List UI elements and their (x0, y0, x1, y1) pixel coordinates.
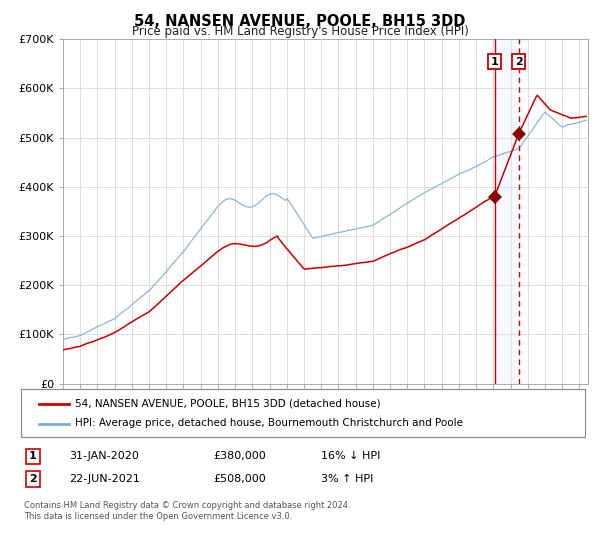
Text: 16% ↓ HPI: 16% ↓ HPI (321, 451, 380, 461)
Text: Contains HM Land Registry data © Crown copyright and database right 2024.
This d: Contains HM Land Registry data © Crown c… (24, 501, 350, 521)
Text: 54, NANSEN AVENUE, POOLE, BH15 3DD: 54, NANSEN AVENUE, POOLE, BH15 3DD (134, 14, 466, 29)
Text: £508,000: £508,000 (213, 474, 266, 484)
Text: 3% ↑ HPI: 3% ↑ HPI (321, 474, 373, 484)
Text: 22-JUN-2021: 22-JUN-2021 (69, 474, 140, 484)
Bar (495, 39, 518, 384)
Text: 31-JAN-2020: 31-JAN-2020 (69, 451, 139, 461)
Text: 1: 1 (491, 57, 499, 67)
Text: £380,000: £380,000 (213, 451, 266, 461)
Text: 2: 2 (29, 474, 37, 484)
Text: 54, NANSEN AVENUE, POOLE, BH15 3DD (detached house): 54, NANSEN AVENUE, POOLE, BH15 3DD (deta… (75, 399, 380, 409)
Text: Price paid vs. HM Land Registry's House Price Index (HPI): Price paid vs. HM Land Registry's House … (131, 25, 469, 38)
Text: 1: 1 (29, 451, 37, 461)
Text: 2: 2 (515, 57, 523, 67)
Text: HPI: Average price, detached house, Bournemouth Christchurch and Poole: HPI: Average price, detached house, Bour… (75, 418, 463, 428)
